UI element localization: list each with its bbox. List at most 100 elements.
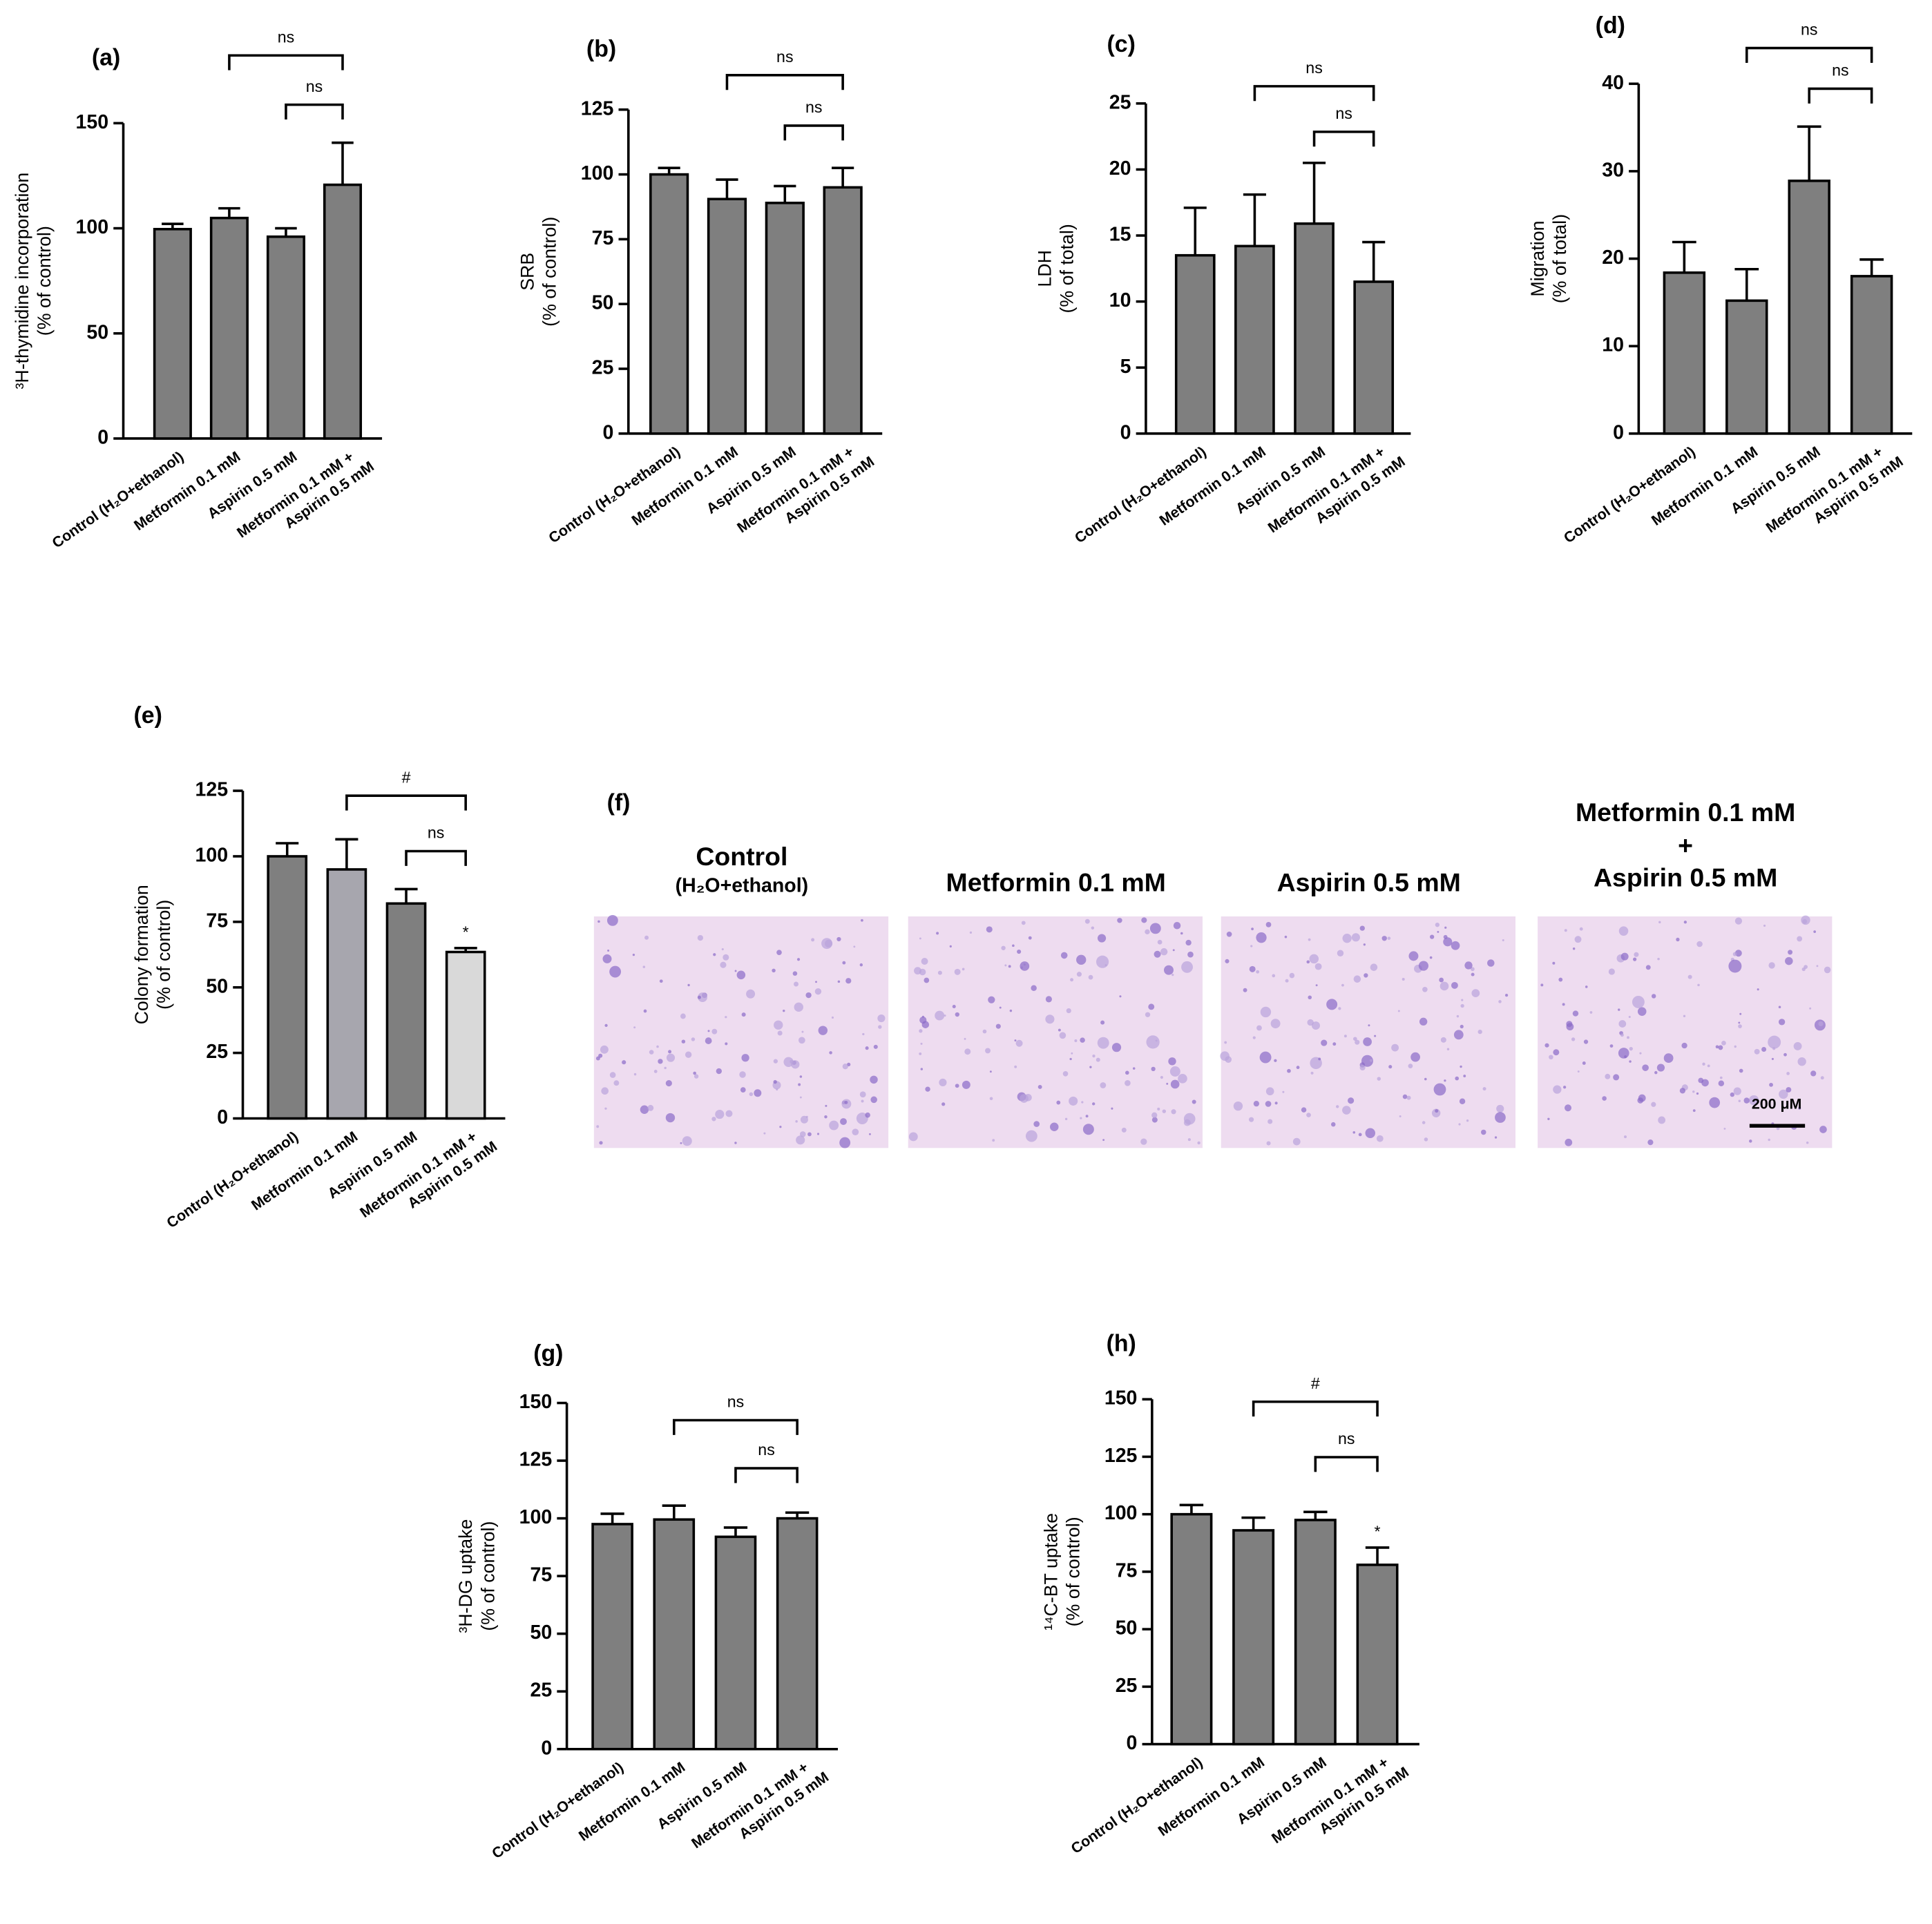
colony bbox=[1739, 1012, 1742, 1015]
significance-bracket bbox=[1253, 85, 1375, 102]
colony bbox=[721, 947, 724, 951]
y-axis-label-line: (% of total) bbox=[1057, 224, 1078, 313]
colony bbox=[1282, 1090, 1285, 1093]
colony bbox=[1306, 960, 1310, 964]
colony bbox=[1141, 917, 1147, 923]
colony bbox=[1096, 1057, 1100, 1062]
colony bbox=[1259, 1051, 1272, 1064]
colony bbox=[1463, 1075, 1466, 1077]
colony bbox=[1810, 1070, 1817, 1077]
significance-label: ns bbox=[428, 824, 444, 842]
x-tick-label-line: Metformin 0.1 mM bbox=[131, 448, 244, 534]
colony bbox=[1250, 945, 1253, 947]
y-tick-label: 75 bbox=[1116, 1559, 1138, 1581]
colony bbox=[1154, 950, 1161, 958]
colony bbox=[1654, 1070, 1658, 1075]
bar bbox=[591, 1523, 633, 1751]
colony bbox=[1683, 1014, 1686, 1017]
colony bbox=[1185, 939, 1192, 946]
colony bbox=[1707, 1064, 1710, 1068]
colony bbox=[798, 1037, 805, 1044]
colony bbox=[1553, 1049, 1560, 1056]
colony bbox=[1477, 1029, 1482, 1035]
colony bbox=[647, 1104, 654, 1111]
colony bbox=[599, 1141, 603, 1145]
colony bbox=[1374, 1035, 1377, 1037]
colony bbox=[1618, 1008, 1620, 1011]
colony bbox=[1634, 952, 1639, 957]
colony bbox=[741, 1012, 746, 1017]
bar bbox=[1174, 253, 1216, 435]
colony bbox=[1070, 978, 1074, 982]
colony bbox=[814, 988, 822, 995]
colony bbox=[1097, 1037, 1109, 1049]
bar bbox=[266, 235, 305, 440]
colony bbox=[861, 918, 863, 922]
colony bbox=[665, 1113, 676, 1123]
colony bbox=[1440, 1037, 1446, 1043]
colony bbox=[1080, 1117, 1082, 1119]
colony bbox=[601, 1087, 609, 1095]
colony bbox=[1318, 1057, 1321, 1061]
colony bbox=[954, 968, 961, 975]
image-title: Aspirin 0.5 mM bbox=[1277, 868, 1461, 897]
colony bbox=[1583, 1039, 1589, 1044]
colony bbox=[1315, 984, 1318, 987]
colony bbox=[1613, 1074, 1620, 1081]
colony bbox=[1609, 1044, 1614, 1048]
colony bbox=[1064, 1117, 1068, 1121]
colony bbox=[1097, 934, 1107, 943]
significance-bracket bbox=[673, 1418, 798, 1435]
colony bbox=[952, 1004, 956, 1009]
colony bbox=[955, 1012, 960, 1017]
image-title: Metformin 0.1 mM bbox=[946, 868, 1166, 897]
colony bbox=[664, 1066, 667, 1070]
significance-bracket bbox=[725, 74, 844, 90]
colony bbox=[1353, 975, 1361, 983]
y-axis-label: ³H-thymidine incorporation (% of control) bbox=[12, 173, 55, 389]
colony bbox=[776, 950, 782, 956]
colony bbox=[656, 1045, 659, 1048]
colony bbox=[783, 1057, 794, 1067]
colony bbox=[1562, 1003, 1565, 1006]
bar bbox=[1850, 275, 1893, 435]
colony bbox=[999, 1006, 1002, 1009]
colony bbox=[1768, 962, 1775, 969]
colony bbox=[1786, 1087, 1792, 1093]
colony bbox=[1342, 933, 1352, 943]
colony bbox=[962, 1080, 970, 1089]
colony bbox=[790, 1059, 794, 1064]
colony bbox=[1060, 952, 1068, 959]
colony bbox=[1430, 934, 1435, 939]
colony bbox=[859, 1091, 866, 1098]
colony bbox=[982, 1029, 987, 1034]
colony bbox=[1377, 1077, 1381, 1081]
y-axis-label-line: Migration bbox=[1527, 221, 1548, 297]
colony bbox=[1381, 936, 1387, 941]
colony bbox=[1733, 1087, 1741, 1095]
colony bbox=[1702, 1062, 1705, 1066]
colony bbox=[1031, 985, 1037, 991]
x-tick-label: Metformin 0.1 mM bbox=[1156, 443, 1269, 529]
colony bbox=[845, 978, 852, 984]
y-tick-label: 40 bbox=[1602, 72, 1624, 94]
colony bbox=[1096, 955, 1109, 968]
colony bbox=[924, 977, 930, 983]
colony bbox=[1647, 1139, 1654, 1146]
colony bbox=[1132, 1067, 1136, 1070]
colony bbox=[1274, 1059, 1277, 1062]
colony bbox=[607, 949, 610, 952]
colony bbox=[1564, 929, 1567, 932]
colony bbox=[1651, 1102, 1656, 1107]
colony bbox=[694, 1074, 699, 1079]
colony bbox=[1440, 981, 1449, 991]
significance-label: ns bbox=[805, 98, 822, 116]
y-axis-label: Colony formation (% of control) bbox=[131, 885, 174, 1024]
x-tick-label: Metformin 0.1 mM bbox=[249, 1128, 361, 1214]
colony bbox=[1697, 983, 1700, 987]
colony bbox=[1056, 1100, 1061, 1105]
colony bbox=[865, 1046, 869, 1050]
colony bbox=[1482, 1087, 1486, 1091]
colony bbox=[921, 1015, 924, 1018]
y-tick-label: 125 bbox=[1104, 1445, 1138, 1467]
